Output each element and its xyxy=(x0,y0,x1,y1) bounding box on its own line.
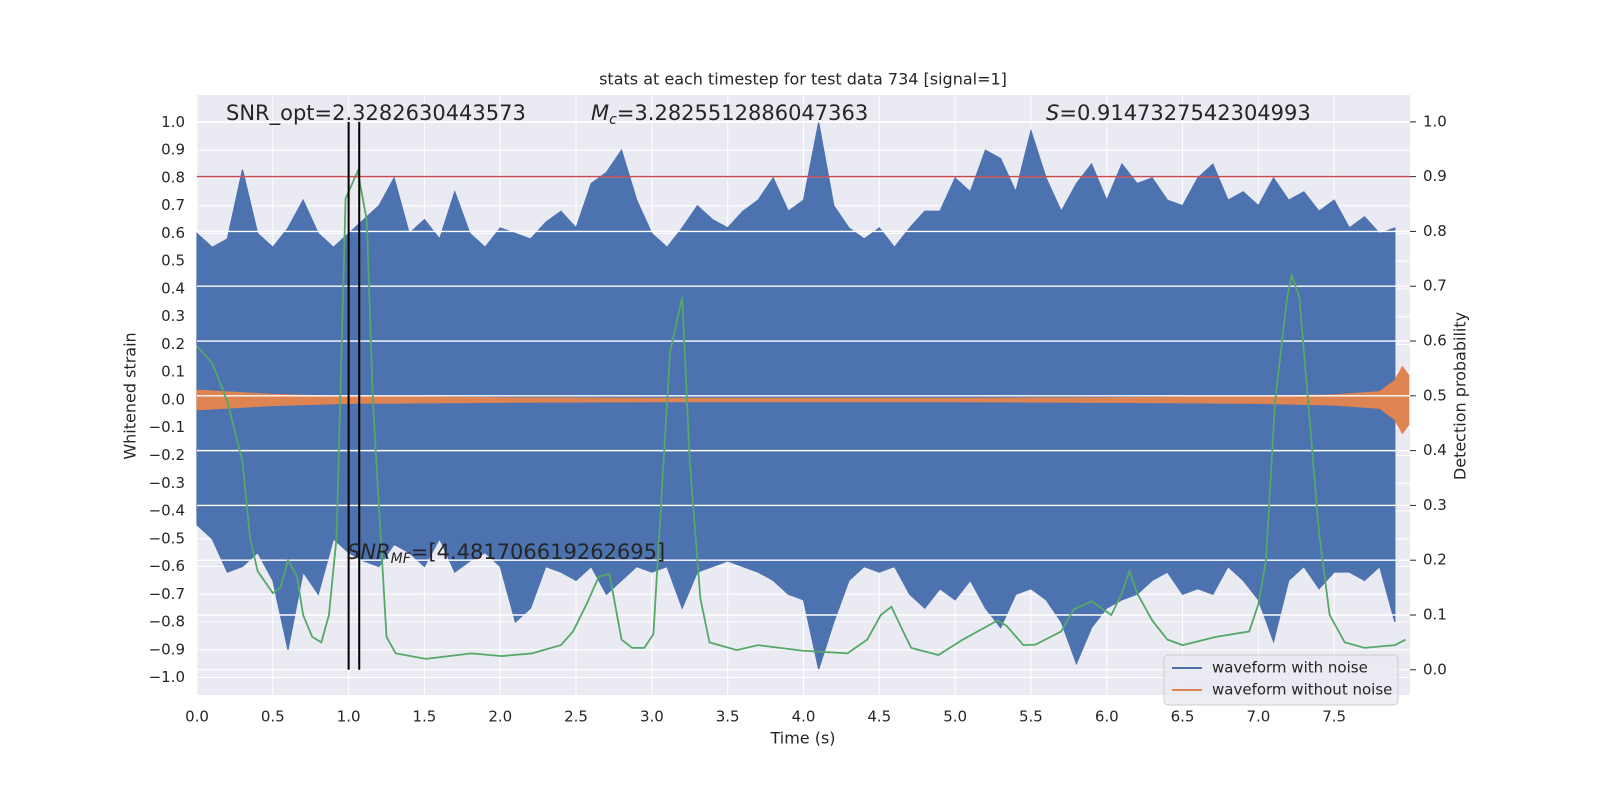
y2-tick-label: 0.2 xyxy=(1423,551,1447,569)
x-tick-label: 7.5 xyxy=(1322,708,1346,726)
annotation-text: =0.9147327542304993 xyxy=(1059,101,1310,125)
y-tick-label: −0.4 xyxy=(149,502,185,520)
annotation: SNRMF=[4.481706619262695] xyxy=(347,540,665,567)
y2-tick-label: 0.3 xyxy=(1423,496,1447,514)
annotation-text: SNR_opt=2.3282630443573 xyxy=(226,101,526,126)
annotation-symbol: SNR xyxy=(347,540,391,564)
y-tick-label: 0.4 xyxy=(161,279,185,297)
x-tick-label: 0.0 xyxy=(185,708,209,726)
y-tick-label: 1.0 xyxy=(161,113,185,131)
x-tick-label: 3.5 xyxy=(716,708,740,726)
x-tick-label: 0.5 xyxy=(261,708,285,726)
x-tick-label: 2.5 xyxy=(564,708,588,726)
y2-tick-label: 0.1 xyxy=(1423,606,1447,624)
y2-tick-label: 0.0 xyxy=(1423,660,1447,678)
x-tick-label: 2.0 xyxy=(488,708,512,726)
x-tick-label: 5.5 xyxy=(1019,708,1043,726)
x-tick-label: 1.0 xyxy=(337,708,361,726)
legend-label: waveform without noise xyxy=(1212,681,1392,699)
x-tick-label: 5.0 xyxy=(943,708,967,726)
y-tick-label: 0.0 xyxy=(161,390,185,408)
annotation-symbol: S xyxy=(1046,101,1059,125)
y2-tick-label: 0.8 xyxy=(1423,222,1447,240)
annotation-subscript: c xyxy=(609,112,617,128)
x-tick-label: 3.0 xyxy=(640,708,664,726)
y2-tick-label: 0.6 xyxy=(1423,332,1447,350)
y-tick-label: −0.8 xyxy=(149,613,185,631)
y2-axis-label: Detection probability xyxy=(1451,312,1470,480)
legend-box xyxy=(1163,654,1399,706)
detection-line xyxy=(196,168,1406,660)
y-tick-label: 0.1 xyxy=(161,363,185,381)
y-tick-label: −0.2 xyxy=(149,446,185,464)
y-tick-label: 0.2 xyxy=(161,335,185,353)
y-axis-label: Whitened strain xyxy=(121,332,140,459)
x-tick-label: 6.5 xyxy=(1171,708,1195,726)
x-tick-label: 1.5 xyxy=(413,708,437,726)
y2-tick-label: 0.9 xyxy=(1423,167,1447,185)
x-tick-label: 7.0 xyxy=(1246,708,1270,726)
y-tick-label: −0.1 xyxy=(149,418,185,436)
y-tick-label: −0.3 xyxy=(149,474,185,492)
x-axis-label: Time (s) xyxy=(769,729,835,748)
y-tick-label: 0.5 xyxy=(161,252,185,270)
y2-tick-label: 0.5 xyxy=(1423,386,1447,404)
y-tick-label: 0.9 xyxy=(161,141,185,159)
x-tick-label: 4.5 xyxy=(867,708,891,726)
y-tick-label: 0.6 xyxy=(161,224,185,242)
y-tick-label: −1.0 xyxy=(149,668,185,686)
chart-title: stats at each timestep for test data 734… xyxy=(599,70,1007,89)
y2-tick-label: 1.0 xyxy=(1423,112,1447,130)
y-tick-label: −0.5 xyxy=(149,529,185,547)
x-tick-label: 6.0 xyxy=(1095,708,1119,726)
legend-label: waveform with noise xyxy=(1212,659,1368,677)
y-tick-label: 0.3 xyxy=(161,307,185,325)
y-tick-label: 0.8 xyxy=(161,168,185,186)
annotation-text: =[4.481706619262695] xyxy=(411,540,665,564)
annotation: Mc=3.2825512886047363 xyxy=(591,101,868,128)
y-tick-label: −0.7 xyxy=(149,585,185,603)
annotation: SNR_opt=2.3282630443573 xyxy=(226,101,526,126)
y-tick-label: −0.9 xyxy=(149,640,185,658)
y2-tick-label: 0.7 xyxy=(1423,277,1447,295)
y-tick-label: −0.6 xyxy=(149,557,185,575)
annotation: S=0.9147327542304993 xyxy=(1046,101,1311,125)
clean-waveform xyxy=(196,365,1410,435)
annotation-text: =3.2825512886047363 xyxy=(617,101,868,125)
annotation-subscript: MF xyxy=(391,551,412,567)
y-tick-label: 0.7 xyxy=(161,196,185,214)
y2-tick-label: 0.4 xyxy=(1423,441,1447,459)
x-tick-label: 4.0 xyxy=(792,708,816,726)
annotation-symbol: M xyxy=(591,101,609,125)
